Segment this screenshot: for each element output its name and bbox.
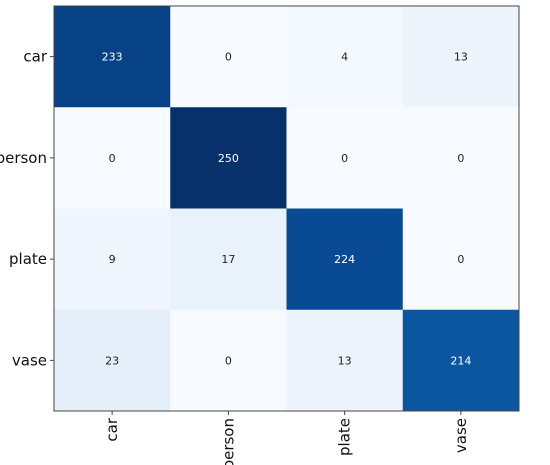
- cell-value-vase-plate: 13: [338, 354, 352, 367]
- heatmap-cell-car-vase: [402, 6, 520, 108]
- heatmap-cell-person-person: [170, 107, 287, 209]
- cell-value-plate-car: 9: [109, 253, 116, 266]
- cell-value-vase-car: 23: [105, 354, 119, 367]
- cell-value-person-plate: 0: [341, 152, 348, 165]
- cell-value-plate-person: 17: [221, 253, 235, 266]
- x-tick-label-car: car: [103, 417, 121, 441]
- y-tick-label-car: car: [23, 48, 47, 66]
- y-tick-label-person: person: [0, 149, 47, 167]
- heatmap-cell-plate-person: [170, 208, 287, 311]
- cell-value-vase-vase: 214: [450, 354, 471, 367]
- heatmap-cell-plate-plate: [286, 208, 404, 311]
- x-tick-label-plate: plate: [336, 418, 354, 456]
- cell-value-plate-plate: 224: [334, 253, 355, 266]
- heatmap-cells: [54, 6, 520, 412]
- heatmap-cell-vase-plate: [286, 309, 404, 412]
- x-axis-ticks: car person plate vase: [103, 411, 470, 465]
- heatmap-cell-values: 233 0 4 13 0 250 0 0 9 17 224 0 23 0 13 214: [102, 51, 472, 368]
- cell-value-car-car: 233: [102, 51, 123, 64]
- y-tick-label-plate: plate: [9, 250, 47, 268]
- heatmap-cell-vase-person: [170, 309, 287, 412]
- heatmap-cell-car-car: [54, 6, 171, 108]
- plot-frame: [53, 5, 520, 412]
- heatmap-cell-person-vase: [402, 107, 520, 209]
- heatmap-cell-car-plate: [286, 6, 404, 108]
- cell-value-person-car: 0: [109, 152, 116, 165]
- heatmap-cell-person-plate: [286, 107, 404, 209]
- cell-value-plate-vase: 0: [457, 253, 464, 266]
- cell-value-vase-person: 0: [225, 354, 232, 367]
- heatmap-cell-plate-car: [54, 208, 171, 311]
- heatmap-cell-vase-vase: [402, 309, 520, 412]
- cell-value-car-person: 0: [225, 51, 232, 64]
- y-tick-label-vase: vase: [12, 351, 47, 369]
- heatmap-cell-vase-car: [54, 309, 171, 412]
- cell-value-person-person: 250: [218, 152, 239, 165]
- cell-value-person-vase: 0: [457, 152, 464, 165]
- x-tick-label-person: person: [219, 418, 237, 465]
- x-tick-label-vase: vase: [452, 418, 470, 453]
- heatmap-cell-car-person: [170, 6, 287, 108]
- cell-value-car-vase: 13: [454, 51, 468, 64]
- cell-value-car-plate: 4: [341, 51, 348, 64]
- heatmap-cell-plate-vase: [402, 208, 520, 311]
- y-axis-ticks: car person plate vase: [0, 48, 54, 369]
- heatmap-cell-person-car: [54, 107, 171, 209]
